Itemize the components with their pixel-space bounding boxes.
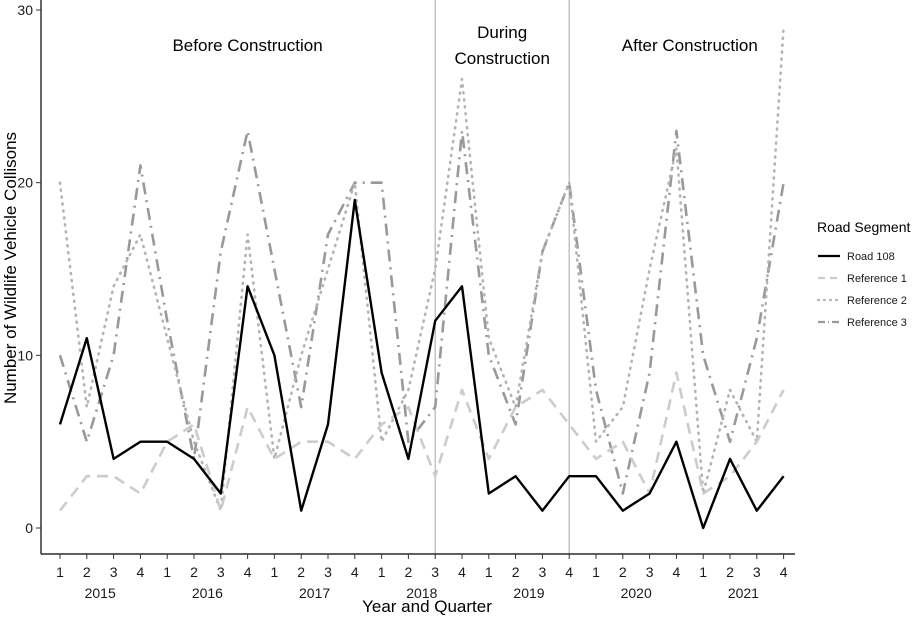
x-tick-label-quarter: 1 [271,564,279,580]
legend: Road Segment Road 108 Reference 1 Referenc… [816,219,911,329]
y-tick-label: 0 [25,520,33,536]
axes: 0 10 20 30 1 2 3 4 1 2 3 4 1 2 3 4 1 2 3 4 1 2 3 4 1 2 3 4 1 2 3 4 2015 2… [17,0,795,601]
x-tick-label-year: 2020 [621,585,652,601]
x-tick-label-quarter: 1 [163,564,171,580]
x-tick-label-quarter: 4 [673,564,681,580]
phase-label: Before Construction [172,36,322,55]
x-tick-label-year: 2016 [192,585,223,601]
x-tick-label-quarter: 3 [539,564,547,580]
phase-labels: Before Construction During Construction Aft… [172,23,757,68]
y-tick-label: 20 [17,175,33,191]
x-axis-title: Year and Quarter [362,597,492,616]
phase-dividers [434,0,570,554]
series-line-reference-2 [58,25,785,513]
legend-label: Reference 3 [847,317,907,329]
x-tick-label-quarter: 2 [190,564,198,580]
x-tick-label-quarter: 3 [646,564,654,580]
x-tick-label-quarter: 4 [351,564,359,580]
x-tick-label-quarter: 4 [780,564,788,580]
x-tick-label-quarter: 4 [565,564,573,580]
series-line-road-108 [58,198,785,530]
x-tick-label-quarter: 1 [592,564,600,580]
x-tick-label-quarter: 3 [431,564,439,580]
x-tick-label-quarter: 3 [753,564,761,580]
x-tick-label-quarter: 2 [83,564,91,580]
series-line-reference-1 [58,371,785,513]
x-tick-label-quarter: 3 [324,564,332,580]
x-tick-label-quarter: 4 [137,564,145,580]
y-tick-label: 30 [17,2,33,18]
x-tick-label-year: 2019 [513,585,544,601]
x-tick-label-quarter: 3 [110,564,118,580]
x-tick-label-quarter: 1 [699,564,707,580]
x-tick-label-quarter: 2 [619,564,627,580]
legend-label: Reference 2 [847,295,907,307]
legend-label: Reference 1 [847,273,907,285]
x-tick-label-quarter: 2 [512,564,520,580]
y-tick-label: 10 [17,347,33,363]
x-tick-label-quarter: 2 [726,564,734,580]
x-tick-label-quarter: 1 [378,564,386,580]
x-tick-label-quarter: 1 [485,564,493,580]
series-lines [58,25,785,530]
legend-label: Road 108 [847,251,895,263]
phase-label: After Construction [622,36,758,55]
x-tick-label-year: 2015 [85,585,116,601]
x-tick-label-year: 2021 [728,585,759,601]
x-tick-label-quarter: 3 [217,564,225,580]
x-tick-label-year: 2017 [299,585,330,601]
x-tick-label-year: 2018 [406,585,437,601]
y-axis-title: Number of Wildlife Vehicle Collisons [1,132,20,404]
x-tick-label-quarter: 1 [56,564,64,580]
phase-label: During [477,23,527,42]
legend-title: Road Segment [817,219,911,235]
x-tick-label-quarter: 4 [458,564,466,580]
x-tick-label-quarter: 2 [297,564,305,580]
x-tick-label-quarter: 2 [405,564,413,580]
x-tick-label-quarter: 4 [244,564,252,580]
phase-label: Construction [454,49,549,68]
